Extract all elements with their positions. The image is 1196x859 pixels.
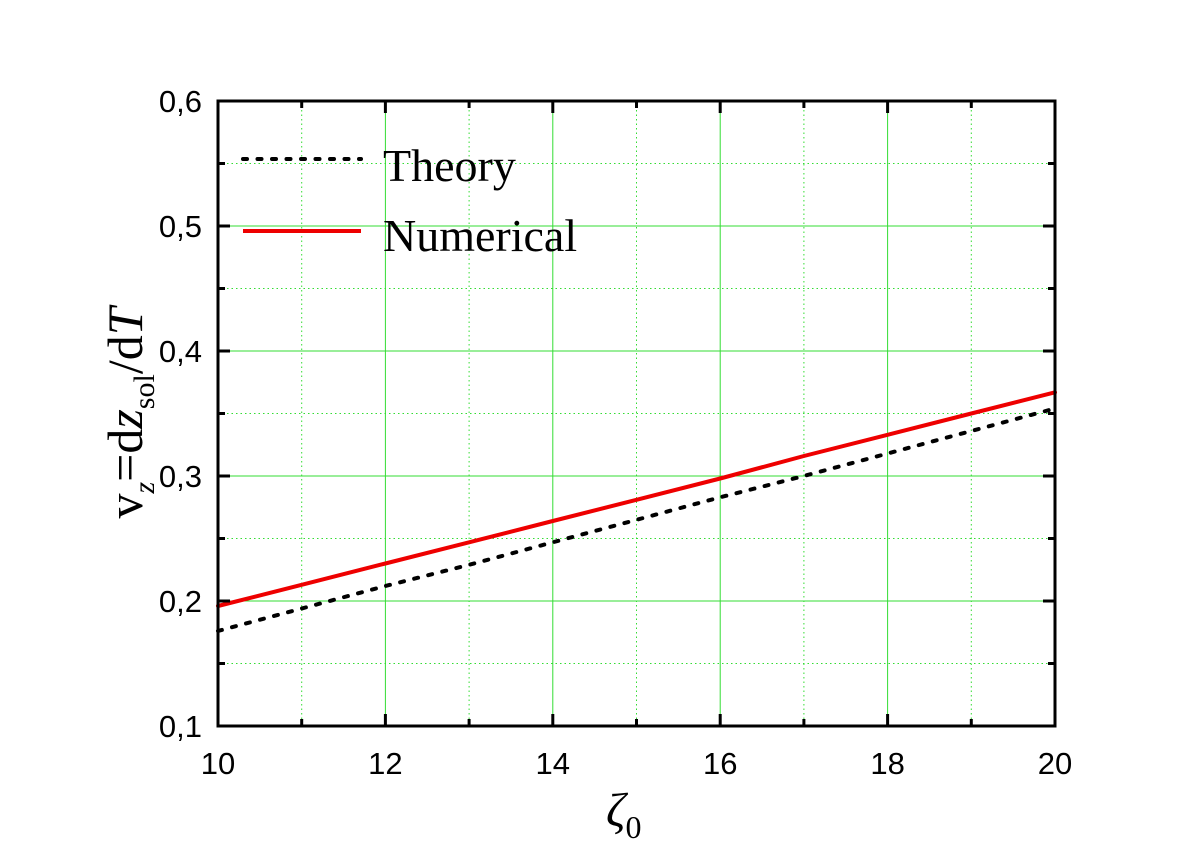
y-title-z-sub: sol [128,374,161,409]
legend: Theory Numerical [241,140,577,261]
y-tick-label: 0,4 [159,334,202,369]
svg-text:vz=dzsol/dT: vz=dzsol/dT [97,304,161,518]
x-tick-label: 10 [201,746,235,781]
y-title-eq-d: =d [97,429,153,482]
series-layer [216,390,1057,633]
y-title-v: v [97,494,153,519]
x-tick-label: 20 [1038,746,1072,781]
x-tick-label: 12 [368,746,402,781]
x-axis-symbol: ζ [606,784,629,837]
y-title-slash-d: /d [97,335,153,374]
ticks: 10 12 14 16 18 20 0,1 0,2 0,3 0,4 0,5 0,6 [159,84,1072,781]
x-axis-subscript: 0 [625,809,641,845]
y-tick-label: 0,1 [159,709,202,744]
x-tick-label: 18 [870,746,904,781]
y-title-t: T [97,304,153,335]
y-tick-label: 0,5 [159,209,202,244]
series-line-numerical [216,390,1057,608]
y-axis-title: vz=dzsol/dT [97,304,161,518]
y-title-z: z [97,409,153,429]
y-tick-label: 0,2 [159,584,202,619]
x-axis-title: ζ0 [606,784,641,845]
y-title-v-sub: z [128,482,161,495]
y-tick-label: 0,3 [159,459,202,494]
series-line-theory [216,406,1057,633]
legend-label-numerical: Numerical [383,210,577,261]
legend-label-theory: Theory [383,140,516,191]
y-tick-label: 0,6 [159,84,202,119]
x-tick-label: 16 [703,746,737,781]
x-tick-label: 14 [536,746,570,781]
